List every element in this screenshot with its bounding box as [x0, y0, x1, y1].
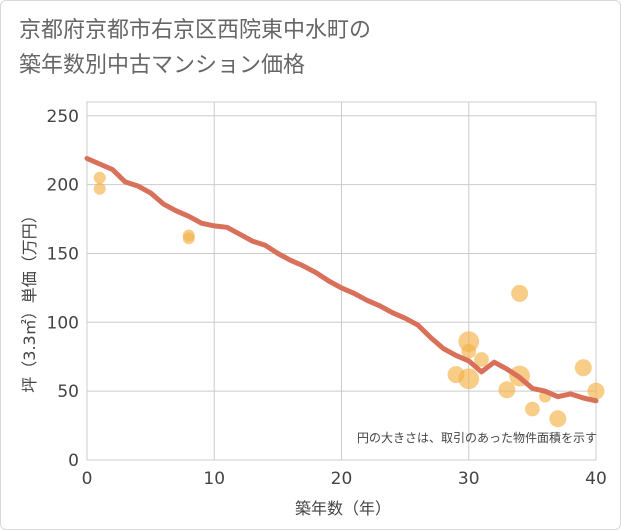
x-tick-label: 30 [458, 469, 480, 489]
chart-title: 京都府京都市右京区西院東中水町の 築年数別中古マンション価格 [19, 13, 609, 83]
scatter-point [511, 284, 529, 302]
trend-line [84, 156, 599, 404]
scatter-point [574, 359, 592, 377]
y-tick-label: 50 [57, 382, 79, 402]
x-axis-label: 築年数（年） [295, 499, 391, 518]
y-axis-label: 坪（3.3㎡）単価（万円） [20, 207, 39, 392]
scatter-point [93, 182, 106, 195]
scatter-point [498, 381, 516, 399]
x-tick-label: 40 [585, 469, 607, 489]
y-tick-label: 200 [47, 176, 79, 196]
scatter-point [587, 382, 605, 400]
x-tick-label: 10 [203, 469, 225, 489]
y-tick-label: 0 [68, 451, 79, 471]
scatter-point [461, 343, 477, 359]
x-tick-label: 0 [82, 469, 93, 489]
scatter-bubbles [93, 171, 605, 428]
scatter-point [458, 368, 480, 390]
grid-lines [86, 101, 597, 461]
x-tick-label: 20 [331, 469, 353, 489]
scatter-point [525, 401, 540, 417]
scatter-point [474, 352, 489, 367]
chart-title-line-2: 築年数別中古マンション価格 [19, 53, 306, 78]
y-tick-label: 100 [47, 313, 79, 333]
size-note: 円の大きさは、取引のあった物件面積を示す [357, 430, 597, 445]
scatter-point [182, 232, 195, 245]
y-tick-label: 150 [47, 244, 79, 264]
chart-title-line-1: 京都府京都市右京区西院東中水町の [19, 18, 372, 43]
y-tick-label: 250 [47, 107, 79, 127]
scatter-point [93, 171, 106, 184]
scatter-point [549, 410, 567, 428]
axis-ticks: 0 50 100 150 200 250 0 10 20 30 40 [47, 107, 607, 489]
